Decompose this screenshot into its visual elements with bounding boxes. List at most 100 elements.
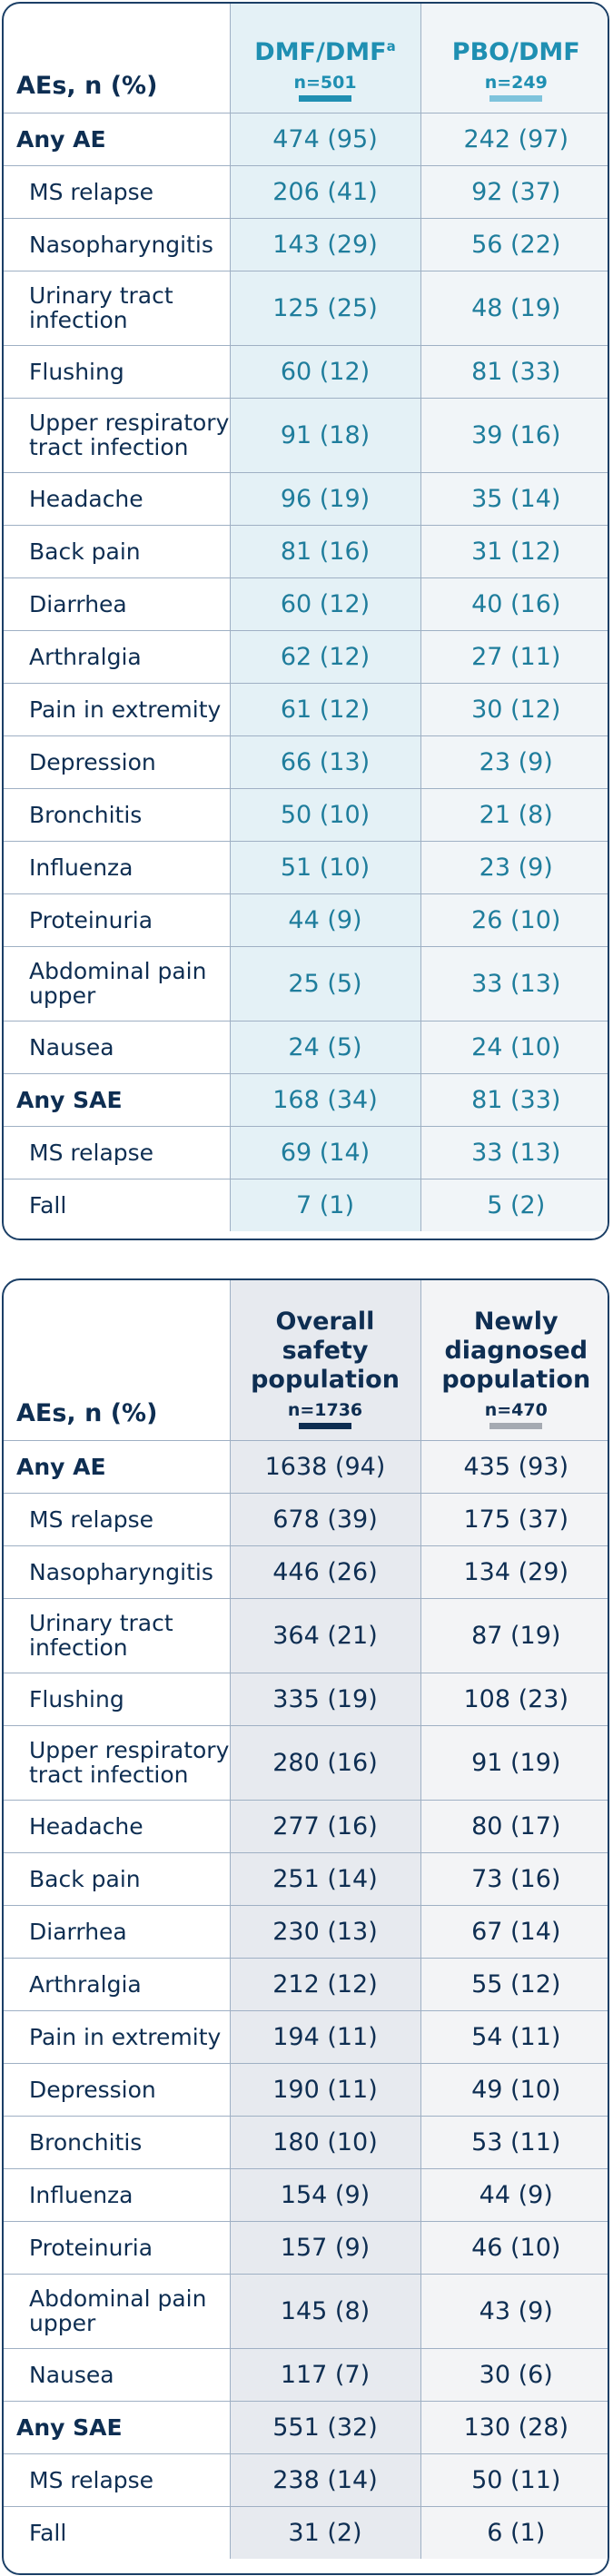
col-title: DMF/DMFa <box>254 37 396 66</box>
table-row: Flushing 335 (19) 108 (23) <box>4 1672 608 1725</box>
value-col1: 60 (12) <box>229 344 420 398</box>
value-col1: 69 (14) <box>229 1125 420 1179</box>
table-row: MS relapse 206 (41) 92 (37) <box>4 164 608 218</box>
footnote-marker: a <box>386 37 396 54</box>
row-label: Upper respiratory tract infection <box>4 1724 230 1800</box>
table-row: Upper respiratory tract infection 280 (16… <box>4 1724 608 1800</box>
value-col1: 117 (7) <box>229 2347 420 2401</box>
row-label: Diarrhea <box>4 1904 230 1958</box>
value-col1: 66 (13) <box>229 735 420 788</box>
value-col1: 277 (16) <box>229 1799 420 1852</box>
value-col2: 23 (9) <box>420 735 608 788</box>
table-row: Proteinuria 44 (9) 26 (10) <box>4 893 608 946</box>
table-row: Nausea 24 (5) 24 (10) <box>4 1020 608 1073</box>
table-row: Pain in extremity 61 (12) 30 (12) <box>4 682 608 735</box>
table-header-row: AEs, n (%) DMF/DMFa n=501 PBO/DMF n=249 <box>4 4 608 113</box>
col-n: n=470 <box>484 1399 548 1420</box>
row-label: Pain in extremity <box>4 682 230 735</box>
value-col1: 51 (10) <box>229 840 420 893</box>
value-col1: 96 (19) <box>229 471 420 525</box>
value-col1: 180 (10) <box>229 2115 420 2168</box>
row-label: Abdominal pain upper <box>4 945 230 1021</box>
value-col2: 87 (19) <box>420 1597 608 1673</box>
value-col1: 194 (11) <box>229 2009 420 2063</box>
row-label: Any AE <box>4 1439 230 1493</box>
table-row: Abdominal pain upper 25 (5) 33 (13) <box>4 945 608 1021</box>
value-col1: 280 (16) <box>229 1724 420 1800</box>
ae-table-populations: AEs, n (%) Overall safety population n=1… <box>4 1280 608 2559</box>
table-row: Any SAE 551 (32) 130 (28) <box>4 2400 608 2453</box>
value-col2: 43 (9) <box>420 2273 608 2348</box>
col-n: n=249 <box>484 72 548 93</box>
value-col1: 206 (41) <box>229 164 420 218</box>
table-row: Urinary tract infection 125 (25) 48 (19) <box>4 270 608 345</box>
col-header-pbo-dmf: PBO/DMF n=249 <box>420 4 608 113</box>
row-label: Urinary tract infection <box>4 270 230 345</box>
value-col1: 230 (13) <box>229 1904 420 1958</box>
table-row: Depression 190 (11) 49 (10) <box>4 2062 608 2116</box>
value-col2: 130 (28) <box>420 2400 608 2453</box>
value-col2: 92 (37) <box>420 164 608 218</box>
row-label: Nasopharyngitis <box>4 217 230 271</box>
value-col2: 67 (14) <box>420 1904 608 1958</box>
row-label: Any AE <box>4 112 230 165</box>
row-label: Any SAE <box>4 2400 230 2453</box>
table-row: Arthralgia 212 (12) 55 (12) <box>4 1957 608 2010</box>
value-col2: 30 (6) <box>420 2347 608 2401</box>
value-col1: 157 (9) <box>229 2220 420 2274</box>
row-label: Abdominal pain upper <box>4 2273 230 2348</box>
value-col2: 44 (9) <box>420 2167 608 2221</box>
value-col2: 242 (97) <box>420 112 608 165</box>
dmf-pbo-table-card: AEs, n (%) DMF/DMFa n=501 PBO/DMF n=249 … <box>2 2 609 1240</box>
row-label: MS relapse <box>4 2453 230 2506</box>
value-col2: 49 (10) <box>420 2062 608 2116</box>
value-col2: 56 (22) <box>420 217 608 271</box>
value-col1: 81 (16) <box>229 524 420 577</box>
value-col2: 39 (16) <box>420 397 608 472</box>
row-label: Bronchitis <box>4 787 230 841</box>
table-row: Bronchitis 180 (10) 53 (11) <box>4 2115 608 2168</box>
value-col2: 21 (8) <box>420 787 608 841</box>
value-col2: 35 (14) <box>420 471 608 525</box>
value-col2: 26 (10) <box>420 893 608 946</box>
table-row: Any AE 1638 (94) 435 (93) <box>4 1439 608 1493</box>
row-label: Arthralgia <box>4 1957 230 2010</box>
value-col2: 54 (11) <box>420 2009 608 2063</box>
col-n: n=501 <box>293 72 357 93</box>
row-label: Influenza <box>4 2167 230 2221</box>
table-row: Flushing 60 (12) 81 (33) <box>4 344 608 398</box>
table-row: Proteinuria 157 (9) 46 (10) <box>4 2220 608 2274</box>
table-row: Depression 66 (13) 23 (9) <box>4 735 608 788</box>
value-col2: 31 (12) <box>420 524 608 577</box>
row-label: Flushing <box>4 1672 230 1725</box>
row-label: MS relapse <box>4 164 230 218</box>
value-col2: 134 (29) <box>420 1545 608 1598</box>
row-label: Nasopharyngitis <box>4 1545 230 1598</box>
table-row: Urinary tract infection 364 (21) 87 (19) <box>4 1597 608 1673</box>
table-row: MS relapse 238 (14) 50 (11) <box>4 2453 608 2506</box>
value-col1: 212 (12) <box>229 1957 420 2010</box>
table-row: Abdominal pain upper 145 (8) 43 (9) <box>4 2273 608 2348</box>
row-label: Arthralgia <box>4 629 230 683</box>
table-row: Upper respiratory tract infection 91 (18)… <box>4 397 608 472</box>
ae-table-treatment-groups: AEs, n (%) DMF/DMFa n=501 PBO/DMF n=249 … <box>4 4 608 1231</box>
row-label: Fall <box>4 1178 230 1231</box>
row-label: Depression <box>4 735 230 788</box>
table-header-row: AEs, n (%) Overall safety population n=1… <box>4 1280 608 1440</box>
value-col2: 73 (16) <box>420 1851 608 1905</box>
value-col1: 143 (29) <box>229 217 420 271</box>
col-title: Overall safety population <box>251 1307 400 1394</box>
table-row: Headache 96 (19) 35 (14) <box>4 471 608 525</box>
table-row: Arthralgia 62 (12) 27 (11) <box>4 629 608 683</box>
row-label: Diarrhea <box>4 577 230 630</box>
value-col1: 551 (32) <box>229 2400 420 2453</box>
value-col1: 145 (8) <box>229 2273 420 2348</box>
row-header-label: AEs, n (%) <box>16 1398 158 1427</box>
value-col1: 1638 (94) <box>229 1439 420 1493</box>
row-label: Depression <box>4 2062 230 2116</box>
row-label: Influenza <box>4 840 230 893</box>
row-label: Upper respiratory tract infection <box>4 397 230 472</box>
row-label: Any SAE <box>4 1072 230 1126</box>
table-row: Nasopharyngitis 446 (26) 134 (29) <box>4 1545 608 1598</box>
value-col2: 55 (12) <box>420 1957 608 2010</box>
